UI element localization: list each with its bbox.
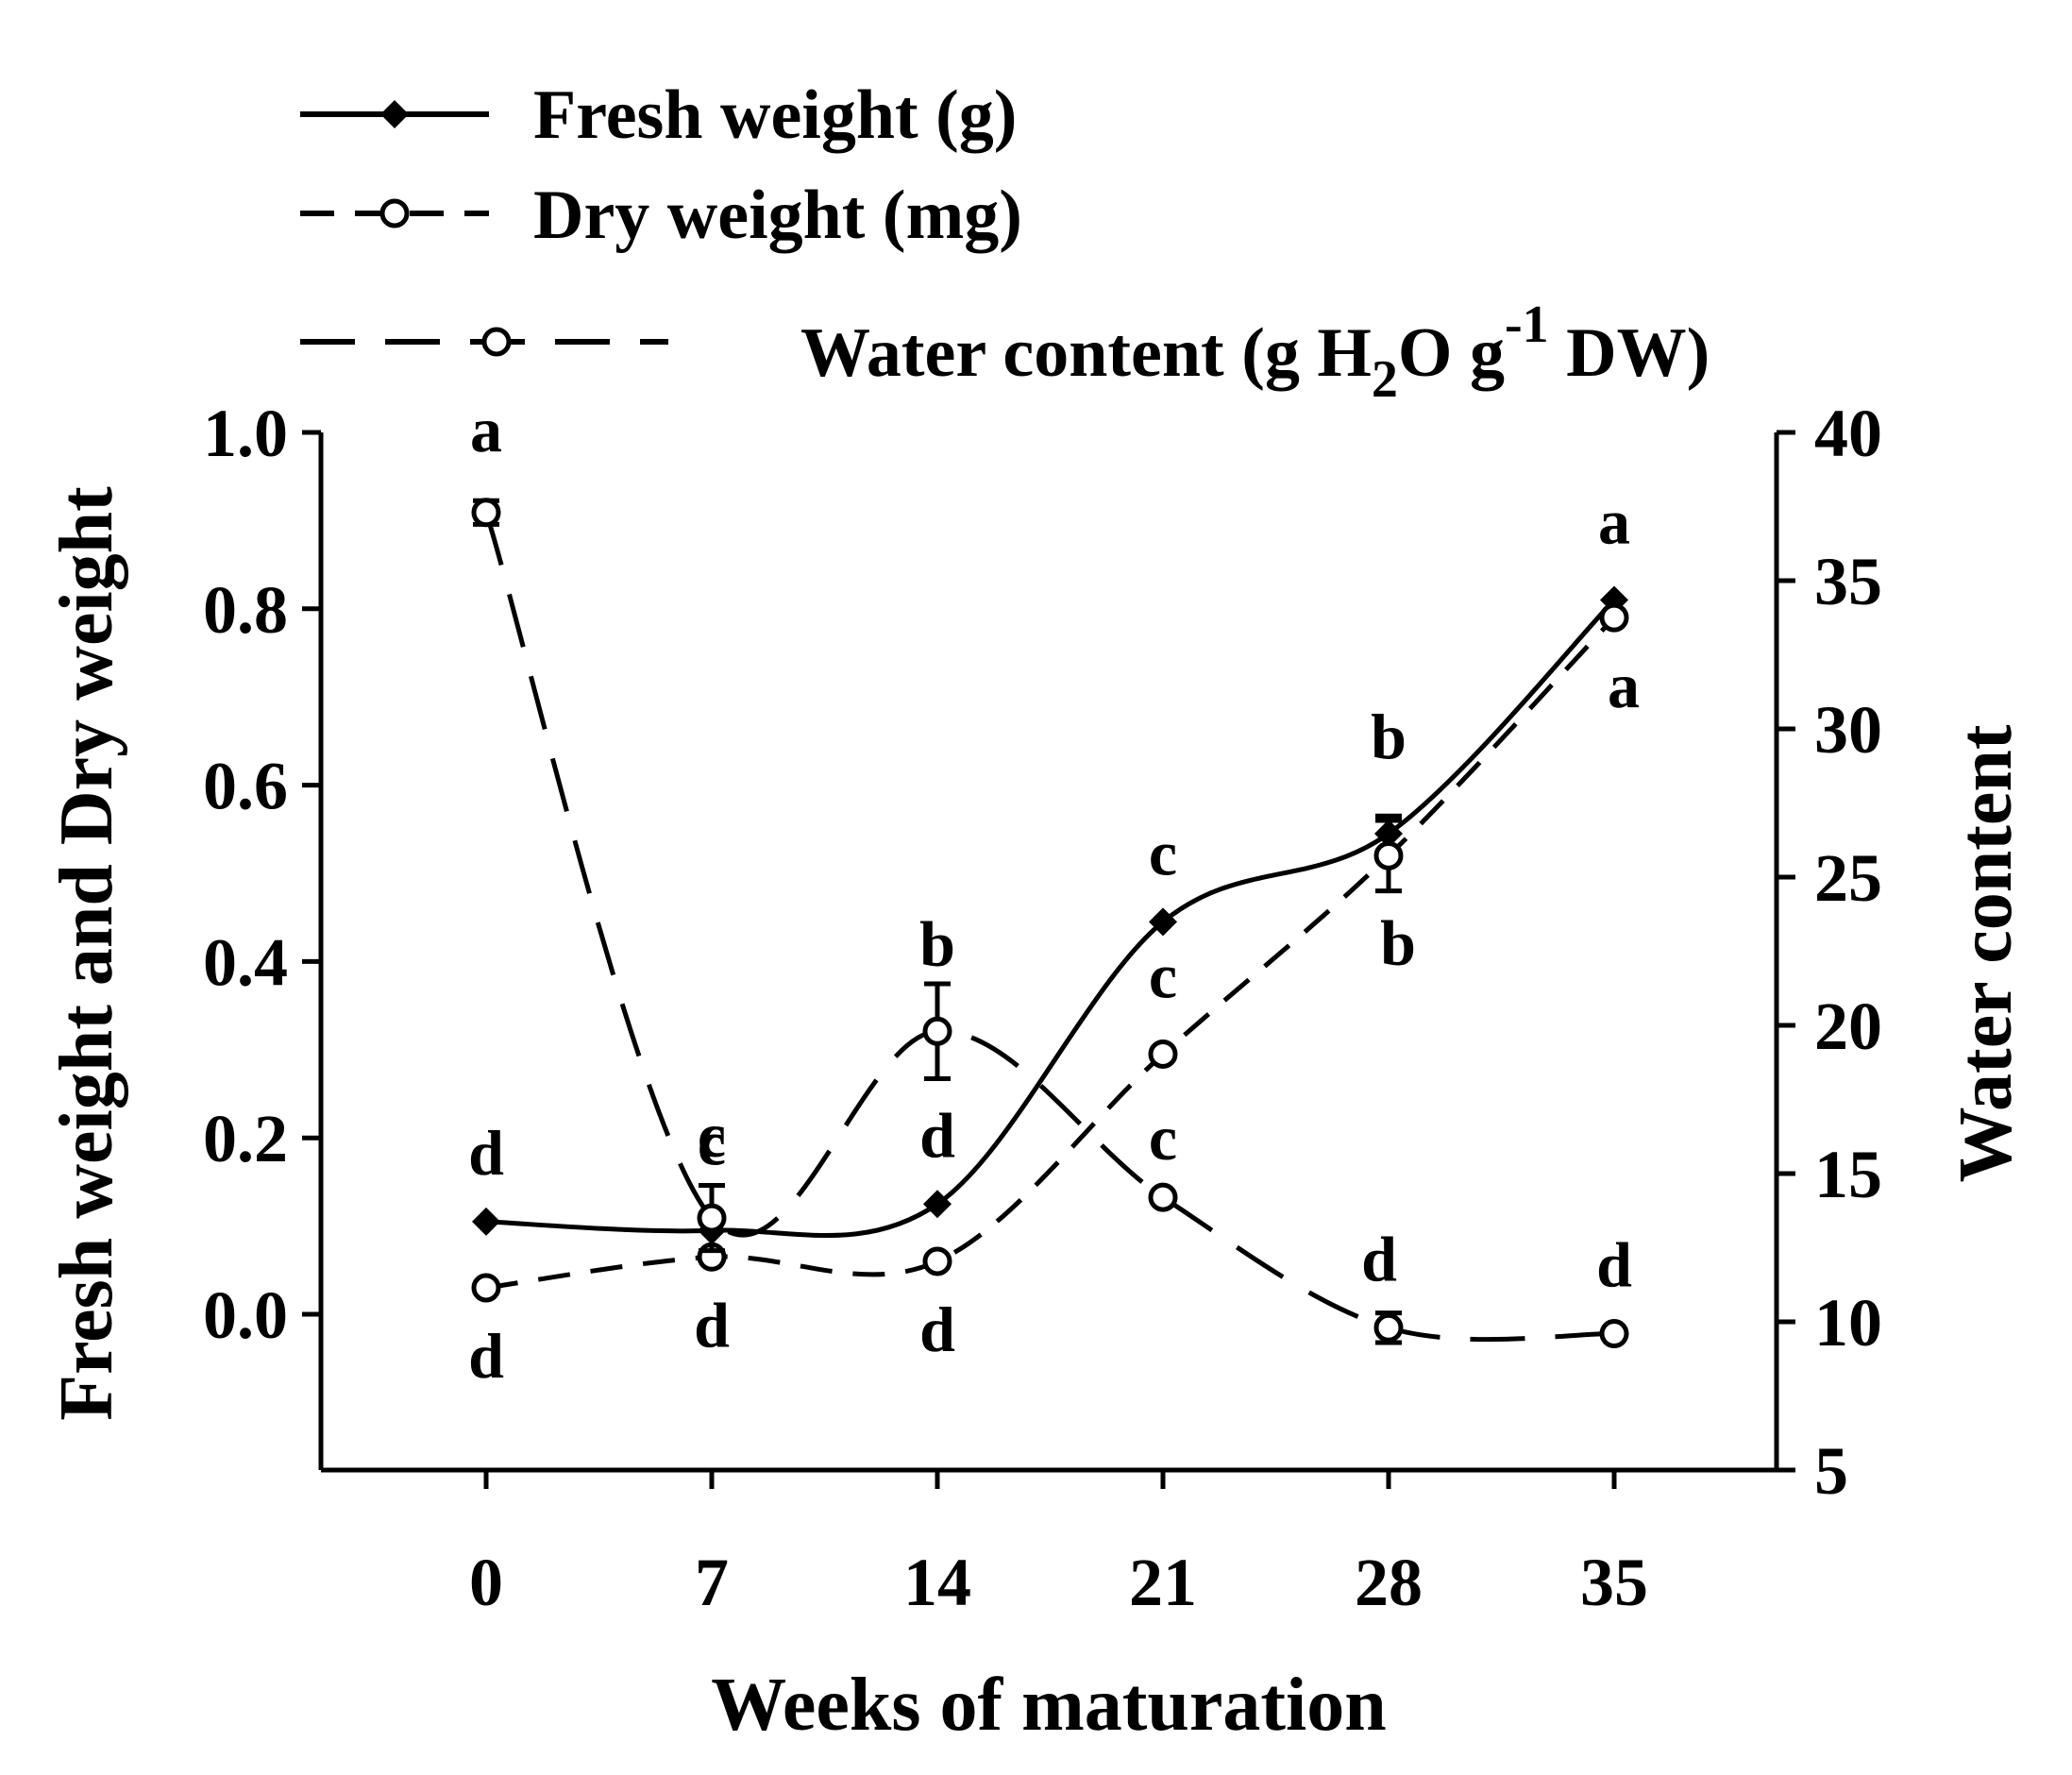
series-fresh-point [1149,907,1177,937]
x-tick-label: 21 [1129,1545,1197,1620]
series-water-letter: b [919,907,955,979]
y-left-tick-label: 0.2 [203,1101,288,1176]
y-axis-right-title: Water content [1945,724,2028,1182]
series-dry-letter: c [1149,939,1177,1011]
x-axis-title: Weeks of maturation [711,1664,1387,1747]
legend-water-marker [481,327,512,357]
series-water-point [471,498,501,528]
y-right-tick-label: 30 [1814,692,1882,768]
right-ticks: 5 10 15 20 25 30 35 40 [1777,396,1882,1509]
legend-dry-marker [379,198,410,228]
series-fresh-point [923,1190,952,1219]
legend-fresh-label: Fresh weight (g) [533,76,1017,154]
series-dry-letter: a [1608,650,1640,721]
y-left-tick-label: 0.6 [203,749,288,824]
series-fresh-letter: a [1598,485,1630,557]
x-tick-label: 35 [1580,1545,1648,1620]
legend-fresh-marker [380,100,409,128]
series-fresh-point [472,1207,500,1236]
series-fresh-letter: d [919,1099,955,1171]
series-water-letter: a [470,394,502,465]
series-fresh-letter: c [1149,817,1177,888]
bottom-ticks: 0 7 14 21 28 35 [469,1470,1648,1620]
series-water-point [1148,1182,1178,1212]
series-dry-point [471,1273,501,1303]
y-left-tick-label: 0.4 [203,924,288,1000]
series-water-letter: c [1149,1102,1177,1174]
series-fresh-letter: b [1371,701,1407,772]
series-water-point [1599,1319,1629,1349]
series-water-line [483,512,1615,1343]
series-dry-point [922,1246,952,1276]
y-left-tick-label: 0.8 [203,572,288,648]
series-water-point [697,1203,727,1233]
series-fresh: d c d c b a [468,485,1630,1245]
series-fresh-letter: c [698,1107,726,1178]
series-dry-point [1148,1039,1178,1069]
series-dry-letter: d [694,1289,730,1361]
legend: Fresh weight (g) Dry weight (mg) Water c… [300,76,1710,409]
y-right-tick-label: 10 [1814,1285,1882,1361]
legend-dry-label: Dry weight (mg) [533,177,1022,254]
series-water-letter: d [1596,1229,1632,1301]
series-dry-line [485,616,1616,1291]
series-fresh-line [485,598,1616,1238]
y-right-tick-label: 35 [1814,544,1882,619]
series-water-point [1373,1312,1404,1343]
series-dry-point [1373,840,1404,871]
series-dry-letter: d [919,1293,955,1365]
y-right-tick-label: 15 [1814,1137,1882,1212]
series-dry-point [1599,602,1629,633]
series-dry-letter: d [468,1320,504,1392]
x-tick-label: 0 [469,1545,503,1620]
x-tick-label: 28 [1355,1545,1423,1620]
series-water-point [922,1016,952,1046]
series-dry: d d d c b a [468,602,1640,1392]
legend-water-label: Water content (g H2O g-1 DW) [800,296,1710,409]
plot-series: d c d c b a d d d c b a a c b c d d [468,394,1640,1392]
x-tick-label: 14 [903,1545,971,1620]
series-water-letter: c [698,1099,726,1171]
left-ticks: 0.0 0.2 0.4 0.6 0.8 1.0 [203,396,321,1353]
y-right-tick-label: 5 [1814,1433,1848,1509]
x-tick-label: 7 [695,1545,729,1620]
y-axis-left-title: Fresh weight and Dry weight [45,486,128,1421]
y-left-tick-label: 1.0 [203,396,288,471]
series-water: a c b c d d [470,394,1632,1349]
y-right-tick-label: 40 [1814,396,1882,471]
series-dry-letter: b [1380,906,1416,978]
series-fresh-letter: d [468,1117,504,1189]
y-right-tick-label: 25 [1814,840,1882,916]
y-left-tick-label: 0.0 [203,1277,288,1353]
y-right-tick-label: 20 [1814,989,1882,1064]
series-water-letter: d [1361,1223,1397,1294]
